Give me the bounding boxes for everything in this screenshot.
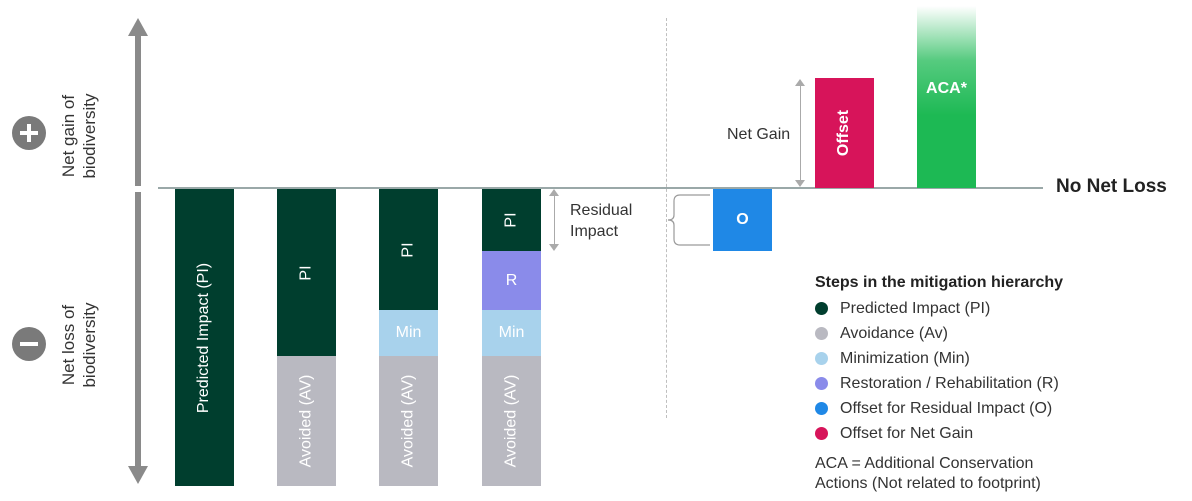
legend-item: Predicted Impact (PI) [815,296,1185,321]
legend-title: Steps in the mitigation hierarchy [815,274,1064,291]
net-loss-label-line2: biodiversity [80,302,99,388]
residual-impact-line2: Impact [570,223,619,240]
legend-dot-icon [815,377,828,390]
residual-impact-note: Residual Impact [570,200,632,242]
bar3-avoided-label: Avoided (AV) [399,374,417,468]
bar3-pi-segment: PI [379,189,438,310]
axis-arrow-down-icon [128,466,148,484]
bar-predicted-impact-label: Predicted Impact (PI) [195,262,213,413]
legend-dot-icon [815,402,828,415]
net-loss-axis-label: Net loss of biodiversity [58,285,102,405]
offset-net-gain-bar: Offset [815,78,874,188]
aca-label: ACA* [926,80,967,97]
residual-dim-tip-down-icon [549,244,559,251]
bar2-avoided-segment: Avoided (AV) [277,356,336,486]
bar3-min-segment: Min [379,310,438,356]
bar4-min-label: Min [498,324,525,341]
net-gain-axis-label: Net gain of biodiversity [58,76,102,196]
legend-item: Avoidance (Av) [815,321,1185,346]
legend-item-label: Minimization (Min) [840,349,970,367]
plus-icon [12,116,46,150]
legend-item-label: Avoidance (Av) [840,324,948,342]
axis-shaft-top [135,34,141,186]
bar4-restoration-label: R [505,271,518,289]
legend-item-label: Restoration / Rehabilitation (R) [840,374,1059,392]
no-net-loss-line [158,187,1043,189]
legend-item: Offset for Net Gain [815,421,1185,446]
bar3-pi-label: PI [399,241,417,258]
aca-bar: ACA* [917,6,976,188]
net-gain-dim-line [800,85,801,181]
net-gain-dim-tip-up-icon [795,79,805,86]
bar2-pi-segment: PI [277,189,336,356]
residual-dim-tip-up-icon [549,189,559,196]
minus-icon [12,327,46,361]
bar4-avoided-label: Avoided (AV) [502,374,520,468]
legend-dot-icon [815,302,828,315]
legend-item: Offset for Residual Impact (O) [815,396,1185,421]
residual-brace-icon [667,194,710,246]
legend-note-line1: ACA = Additional Conservation [815,455,1034,472]
net-loss-label-line1: Net loss of [59,304,78,386]
bar3-avoided-segment: Avoided (AV) [379,356,438,486]
axis-shaft-bottom [135,192,141,468]
legend-item-label: Offset for Residual Impact (O) [840,399,1053,417]
legend-note-line2: Actions (Not related to footprint) [815,475,1041,492]
residual-dim-line [554,195,555,245]
bar4-avoided-segment: Avoided (AV) [482,356,541,486]
separator-dashed-line [666,18,667,418]
bar4-min-segment: Min [482,310,541,356]
residual-impact-line1: Residual [570,202,633,219]
legend-item: Restoration / Rehabilitation (R) [815,371,1185,396]
bar2-pi-label: PI [297,264,315,281]
legend-note: ACA = Additional Conservation Actions (N… [815,454,1185,494]
legend-dot-icon [815,427,828,440]
legend: Steps in the mitigation hierarchy Predic… [815,274,1185,494]
net-gain-label-line2: biodiversity [80,93,99,179]
offset-residual-label: O [736,211,749,228]
legend-item-label: Offset for Net Gain [840,424,974,442]
bar-predicted-impact: Predicted Impact (PI) [175,189,234,486]
legend-dot-icon [815,327,828,340]
bar4-restoration-segment: R [482,251,541,310]
bar4-pi-label: PI [502,212,520,228]
axis-arrow-up-icon [128,18,148,36]
bar3-min-label: Min [395,324,422,341]
net-gain-label-line1: Net gain of [59,94,78,178]
bar2-avoided-label: Avoided (AV) [297,374,315,468]
net-gain-note: Net Gain [727,126,791,143]
bar4-pi-segment: PI [482,189,541,251]
no-net-loss-label: No Net Loss [1056,176,1167,197]
legend-item-label: Predicted Impact (PI) [840,299,991,317]
offset-net-gain-label: Offset [835,109,853,157]
net-gain-dim-tip-down-icon [795,180,805,187]
legend-item: Minimization (Min) [815,346,1185,371]
legend-dot-icon [815,352,828,365]
offset-residual-bar: O [713,189,772,251]
